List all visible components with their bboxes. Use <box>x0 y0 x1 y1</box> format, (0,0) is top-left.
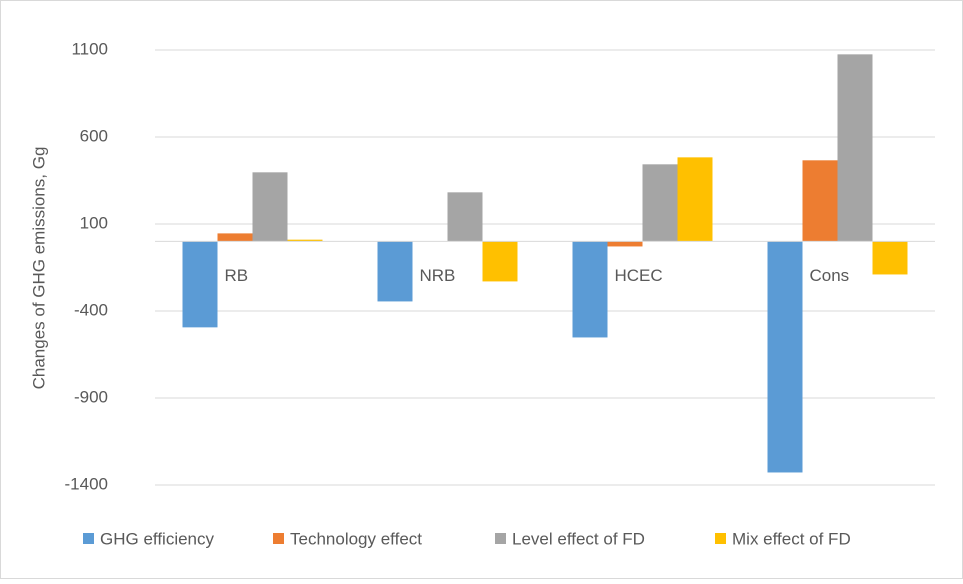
bar <box>642 164 678 242</box>
bar <box>377 241 413 302</box>
bar <box>572 241 608 338</box>
y-axis-title: Changes of GHG emissions, Gg <box>29 147 48 390</box>
bar <box>677 157 713 242</box>
legend-swatch <box>715 533 726 544</box>
bar <box>607 241 643 247</box>
y-tick-label: 600 <box>80 126 108 145</box>
bar <box>482 241 518 282</box>
y-tick-label: 1100 <box>71 39 108 58</box>
legend-label: Mix effect of FD <box>732 529 851 548</box>
legend-swatch <box>83 533 94 544</box>
y-tick-label: -400 <box>74 300 108 319</box>
bar <box>837 54 873 242</box>
x-tick-label: RB <box>225 266 249 285</box>
legend-label: Level effect of FD <box>512 529 645 548</box>
x-tick-label: Cons <box>810 266 850 285</box>
x-tick-label: NRB <box>420 266 456 285</box>
bar <box>872 241 908 275</box>
y-tick-label: -1400 <box>65 474 108 493</box>
legend-swatch <box>495 533 506 544</box>
bar <box>182 241 218 328</box>
y-tick-label: 100 <box>80 213 108 232</box>
legend-label: GHG efficiency <box>100 529 215 548</box>
bar <box>447 192 483 242</box>
bar <box>287 239 323 242</box>
y-tick-label: -900 <box>74 387 108 406</box>
x-tick-label: HCEC <box>615 266 663 285</box>
bar <box>217 233 253 242</box>
legend-swatch <box>273 533 284 544</box>
bar <box>767 241 803 473</box>
bar <box>802 160 838 242</box>
bar <box>252 172 288 242</box>
legend-label: Technology effect <box>290 529 422 548</box>
